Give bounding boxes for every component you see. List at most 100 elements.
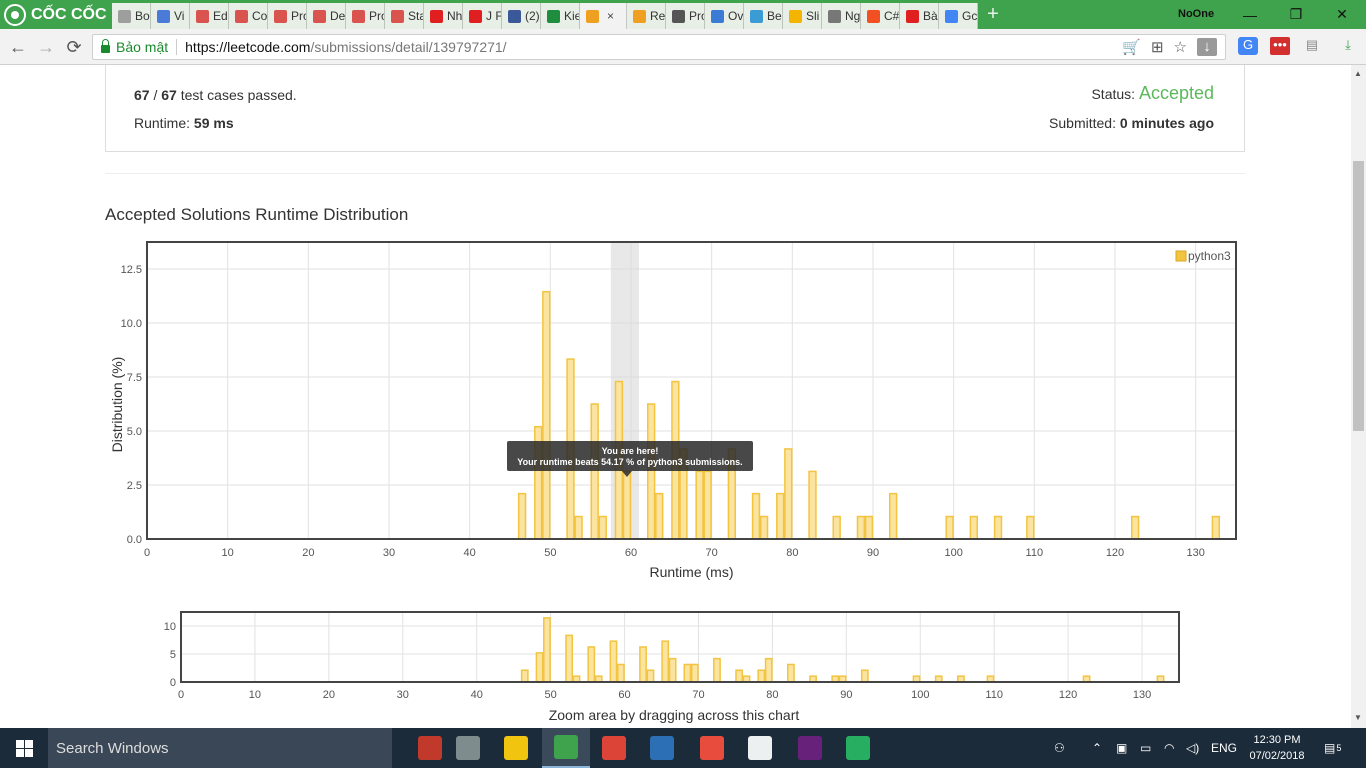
x-tick-label: 30 — [383, 547, 395, 559]
browser-tab[interactable]: Ng — [822, 3, 861, 29]
volume-icon[interactable]: ◁) — [1186, 741, 1200, 755]
browser-tab[interactable]: C# — [861, 3, 900, 29]
status-text: Status: Accepted — [1091, 83, 1214, 104]
browser-tab[interactable]: Ov — [705, 3, 744, 29]
tab-label: Be — [767, 9, 782, 23]
search-box[interactable]: Search Windows — [48, 728, 392, 768]
language-indicator[interactable]: ENG — [1211, 741, 1238, 755]
clock[interactable]: 12:30 PM 07/02/2018 — [1245, 732, 1309, 764]
taskbar-app[interactable] — [492, 728, 540, 768]
bookmark-star-icon[interactable]: ☆ — [1173, 39, 1187, 56]
minimize-button[interactable]: — — [1243, 6, 1257, 23]
scroll-thumb[interactable] — [1353, 161, 1364, 431]
taskbar-app[interactable] — [406, 728, 454, 768]
new-tab-button[interactable]: + — [987, 3, 999, 25]
browser-tab[interactable]: Pro — [346, 3, 385, 29]
taskbar-app[interactable] — [736, 728, 784, 768]
address-toolbar: ← → ⟳ Bảo mật https://leetcode.com/submi… — [0, 29, 1366, 65]
maximize-button[interactable]: ❐ — [1289, 6, 1303, 22]
profile-name[interactable]: NoOne — [1178, 8, 1215, 20]
taskbar-app[interactable] — [834, 728, 882, 768]
zoom-y-tick-label: 10 — [164, 621, 176, 633]
url-bar[interactable]: Bảo mật https://leetcode.com/submissions… — [92, 34, 1226, 60]
browser-tab[interactable]: Vi — [151, 3, 190, 29]
runtime-bar — [864, 515, 874, 540]
taskbar-app[interactable] — [638, 728, 686, 768]
browser-tab[interactable]: Bo — [112, 3, 151, 29]
taskbar-app[interactable] — [590, 728, 638, 768]
page-scrollbar[interactable]: ▲ ▼ — [1351, 65, 1366, 728]
y-tick-label: 7.5 — [127, 372, 142, 384]
main-chart-frame — [146, 241, 1237, 540]
zoom-bar — [594, 675, 603, 683]
browser-brand[interactable]: CỐC CỐC — [0, 0, 112, 29]
tab-favicon-icon — [672, 9, 685, 23]
slash: / — [149, 87, 162, 103]
close-window-button[interactable]: ✕ — [1336, 6, 1348, 22]
tray-app-icon[interactable]: ▣ — [1116, 741, 1128, 755]
browser-tab[interactable]: Re — [627, 3, 666, 29]
tab-favicon-icon — [274, 9, 287, 23]
reload-button[interactable]: ⟳ — [66, 37, 82, 57]
browser-tab[interactable]: (2) — [502, 3, 541, 29]
extension-badge-icon[interactable]: ••• — [1270, 37, 1290, 55]
runtime-bar — [614, 380, 624, 540]
browser-tab[interactable]: De — [307, 3, 346, 29]
taskbar-app[interactable] — [688, 728, 736, 768]
runtime-distribution-chart[interactable]: 0 10 20 30 40 50 60 70 80 90 100 110 120 1300.02.55.0… — [0, 65, 1351, 728]
browser-tab[interactable]: Pro — [666, 3, 705, 29]
submitted-value: 0 minutes ago — [1119, 115, 1214, 131]
browser-tab[interactable]: Bà — [900, 3, 939, 29]
runtime-text: Runtime: 59 ms — [134, 115, 234, 131]
browser-tab[interactable]: Pro — [268, 3, 307, 29]
taskbar-app[interactable] — [542, 728, 590, 768]
runtime-label: Runtime: — [134, 115, 194, 131]
download-arrow-icon[interactable]: ↓ — [1197, 38, 1217, 56]
zoom-bar — [713, 657, 721, 683]
current-runtime-highlight — [610, 242, 640, 539]
browser-tab[interactable]: Gc — [939, 3, 978, 29]
browser-tab[interactable]: Kie — [541, 3, 580, 29]
start-button[interactable] — [0, 728, 48, 768]
wifi-icon[interactable]: ◠ — [1164, 741, 1175, 755]
zoom-bar — [986, 675, 995, 683]
calculator-app-icon — [748, 736, 772, 760]
translate-icon[interactable]: ⊞ — [1150, 39, 1164, 56]
browser-tab[interactable]: Ed — [190, 3, 229, 29]
notes-icon[interactable]: ▤ — [1305, 37, 1319, 52]
tooltip-box — [507, 441, 753, 471]
browser-tab[interactable]: Sta — [385, 3, 424, 29]
taskbar-app[interactable] — [786, 728, 834, 768]
zoom-x-tick-label: 10 — [249, 689, 261, 701]
x-tick-label: 70 — [706, 547, 718, 559]
browser-tab[interactable]: Co — [229, 3, 268, 29]
people-icon[interactable]: ⚇ — [1054, 741, 1065, 755]
browser-tab[interactable]: Nh — [424, 3, 463, 29]
zoom-x-tick-label: 40 — [471, 689, 483, 701]
zoom-x-tick-label: 50 — [545, 689, 557, 701]
x-tick-label: 130 — [1186, 547, 1204, 559]
zoom-bar — [668, 657, 677, 683]
scroll-up-icon[interactable]: ▲ — [1354, 69, 1362, 78]
download-icon[interactable]: ⤓ — [1345, 37, 1351, 52]
notification-center-icon[interactable]: ▤ 5 — [1324, 741, 1342, 755]
zoom-x-tick-label: 60 — [618, 689, 630, 701]
browser-tab[interactable]: Be — [744, 3, 783, 29]
scroll-down-icon[interactable]: ▼ — [1354, 713, 1362, 722]
battery-icon[interactable]: ▭ — [1140, 741, 1152, 755]
tab-close-icon[interactable]: × — [607, 9, 615, 23]
tab-label: Pro — [689, 9, 704, 23]
back-button[interactable]: ← — [9, 37, 27, 57]
tray-chevron-icon[interactable]: ⌃ — [1092, 741, 1103, 755]
tab-label: Gc — [962, 9, 978, 23]
forward-button[interactable]: → — [37, 37, 55, 57]
google-translate-icon[interactable]: G — [1238, 37, 1258, 55]
browser-tab[interactable]: J F — [463, 3, 502, 29]
tab-label: Pro — [369, 9, 384, 23]
taskbar-app[interactable] — [444, 728, 492, 768]
browser-tab[interactable]: × — [580, 3, 627, 29]
runtime-bar — [888, 492, 898, 540]
cart-icon[interactable]: 🛒 — [1122, 39, 1141, 56]
browser-tab[interactable]: Sli — [783, 3, 822, 29]
status-value[interactable]: Accepted — [1138, 83, 1214, 103]
